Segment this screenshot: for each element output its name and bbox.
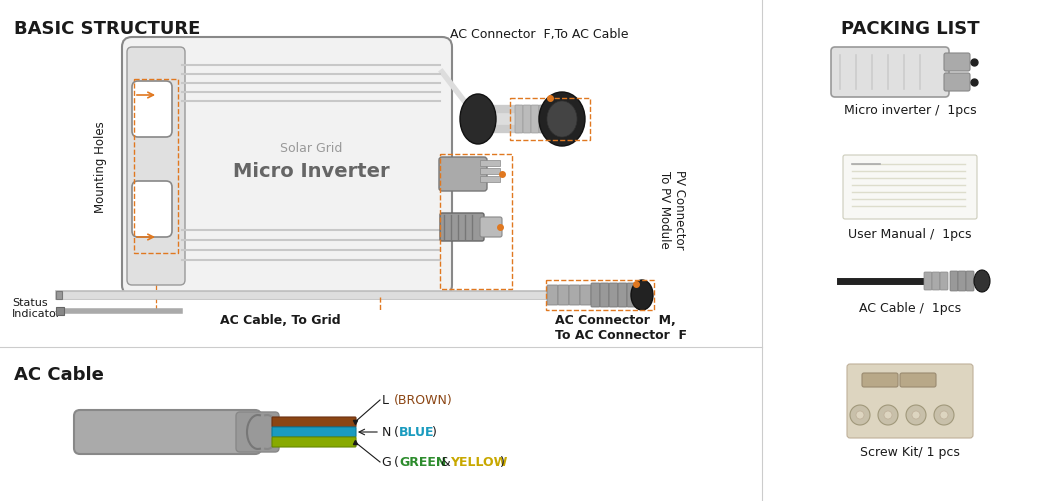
Circle shape	[884, 411, 893, 419]
FancyBboxPatch shape	[944, 54, 970, 72]
FancyBboxPatch shape	[480, 217, 502, 237]
FancyBboxPatch shape	[600, 284, 609, 308]
Ellipse shape	[974, 271, 990, 293]
Text: &: &	[440, 455, 449, 468]
Bar	[56, 292, 61, 300]
Text: User Manual /  1pcs: User Manual / 1pcs	[848, 227, 972, 240]
Bar	[440, 155, 512, 290]
Text: (BROWN): (BROWN)	[394, 394, 453, 407]
Text: (: (	[394, 455, 399, 468]
Text: AC Connector  F,To AC Cable: AC Connector F,To AC Cable	[450, 28, 629, 41]
FancyBboxPatch shape	[439, 158, 487, 191]
FancyBboxPatch shape	[940, 273, 948, 291]
Text: AC Cable: AC Cable	[14, 365, 104, 383]
FancyBboxPatch shape	[272, 427, 356, 437]
Text: PACKING LIST: PACKING LIST	[841, 20, 979, 38]
Circle shape	[906, 405, 926, 425]
FancyBboxPatch shape	[569, 286, 580, 306]
FancyBboxPatch shape	[132, 182, 172, 237]
Circle shape	[912, 411, 920, 419]
Circle shape	[850, 405, 870, 425]
FancyBboxPatch shape	[944, 74, 970, 92]
FancyBboxPatch shape	[122, 38, 452, 296]
Text: L: L	[382, 394, 393, 407]
Ellipse shape	[460, 95, 496, 145]
Text: ): )	[432, 426, 437, 438]
FancyBboxPatch shape	[610, 284, 618, 308]
FancyBboxPatch shape	[538, 106, 547, 134]
FancyBboxPatch shape	[74, 410, 261, 454]
FancyBboxPatch shape	[831, 48, 949, 98]
Bar	[480, 177, 500, 183]
FancyBboxPatch shape	[958, 272, 966, 292]
Text: Mounting Holes: Mounting Holes	[93, 121, 106, 212]
Text: Micro inverter /  1pcs: Micro inverter / 1pcs	[844, 104, 976, 117]
FancyBboxPatch shape	[628, 284, 636, 308]
Text: ): )	[500, 455, 505, 468]
FancyBboxPatch shape	[236, 412, 279, 452]
Text: G: G	[382, 455, 395, 468]
Bar	[56, 308, 64, 315]
Text: Screw Kit/ 1 pcs: Screw Kit/ 1 pcs	[860, 445, 960, 458]
FancyBboxPatch shape	[932, 273, 940, 291]
FancyBboxPatch shape	[558, 286, 569, 306]
FancyBboxPatch shape	[924, 273, 932, 291]
Circle shape	[934, 405, 954, 425]
FancyBboxPatch shape	[900, 373, 936, 387]
FancyBboxPatch shape	[272, 417, 356, 427]
Ellipse shape	[547, 102, 577, 138]
Text: AC Cable /  1pcs: AC Cable / 1pcs	[859, 302, 961, 314]
FancyBboxPatch shape	[591, 284, 600, 308]
Bar	[510, 99, 590, 141]
FancyBboxPatch shape	[950, 272, 958, 292]
Circle shape	[856, 411, 864, 419]
Bar	[134, 80, 178, 254]
Circle shape	[940, 411, 948, 419]
FancyBboxPatch shape	[132, 82, 172, 138]
FancyBboxPatch shape	[555, 106, 563, 134]
Text: Solar Grid: Solar Grid	[280, 142, 342, 155]
FancyBboxPatch shape	[862, 373, 898, 387]
FancyBboxPatch shape	[580, 286, 591, 306]
FancyBboxPatch shape	[618, 284, 628, 308]
Bar	[480, 169, 500, 175]
Bar	[546, 281, 654, 311]
FancyBboxPatch shape	[547, 286, 558, 306]
Bar	[480, 161, 500, 167]
Text: YELLOW: YELLOW	[450, 455, 508, 468]
Text: BLUE: BLUE	[399, 426, 435, 438]
Text: AC Connector  M,
To AC Connector  F: AC Connector M, To AC Connector F	[555, 313, 687, 341]
Text: GREEN: GREEN	[399, 455, 446, 468]
FancyBboxPatch shape	[966, 272, 974, 292]
Ellipse shape	[538, 93, 585, 147]
FancyBboxPatch shape	[547, 106, 555, 134]
Text: BASIC STRUCTURE: BASIC STRUCTURE	[14, 20, 200, 38]
FancyBboxPatch shape	[847, 364, 973, 438]
Text: N: N	[382, 426, 395, 438]
Text: Status: Status	[12, 298, 48, 308]
Text: AC Cable, To Grid: AC Cable, To Grid	[219, 313, 340, 326]
FancyBboxPatch shape	[843, 156, 977, 219]
Circle shape	[878, 405, 898, 425]
FancyBboxPatch shape	[531, 106, 538, 134]
FancyBboxPatch shape	[272, 437, 356, 447]
FancyBboxPatch shape	[515, 106, 523, 134]
Text: Indicator: Indicator	[12, 309, 61, 318]
FancyBboxPatch shape	[127, 48, 185, 286]
Ellipse shape	[631, 281, 653, 311]
Text: (: (	[394, 426, 399, 438]
Text: PV Connector
To PV Module: PV Connector To PV Module	[658, 170, 686, 249]
Text: Micro Inverter: Micro Inverter	[233, 162, 389, 181]
FancyBboxPatch shape	[440, 213, 484, 241]
FancyBboxPatch shape	[523, 106, 531, 134]
